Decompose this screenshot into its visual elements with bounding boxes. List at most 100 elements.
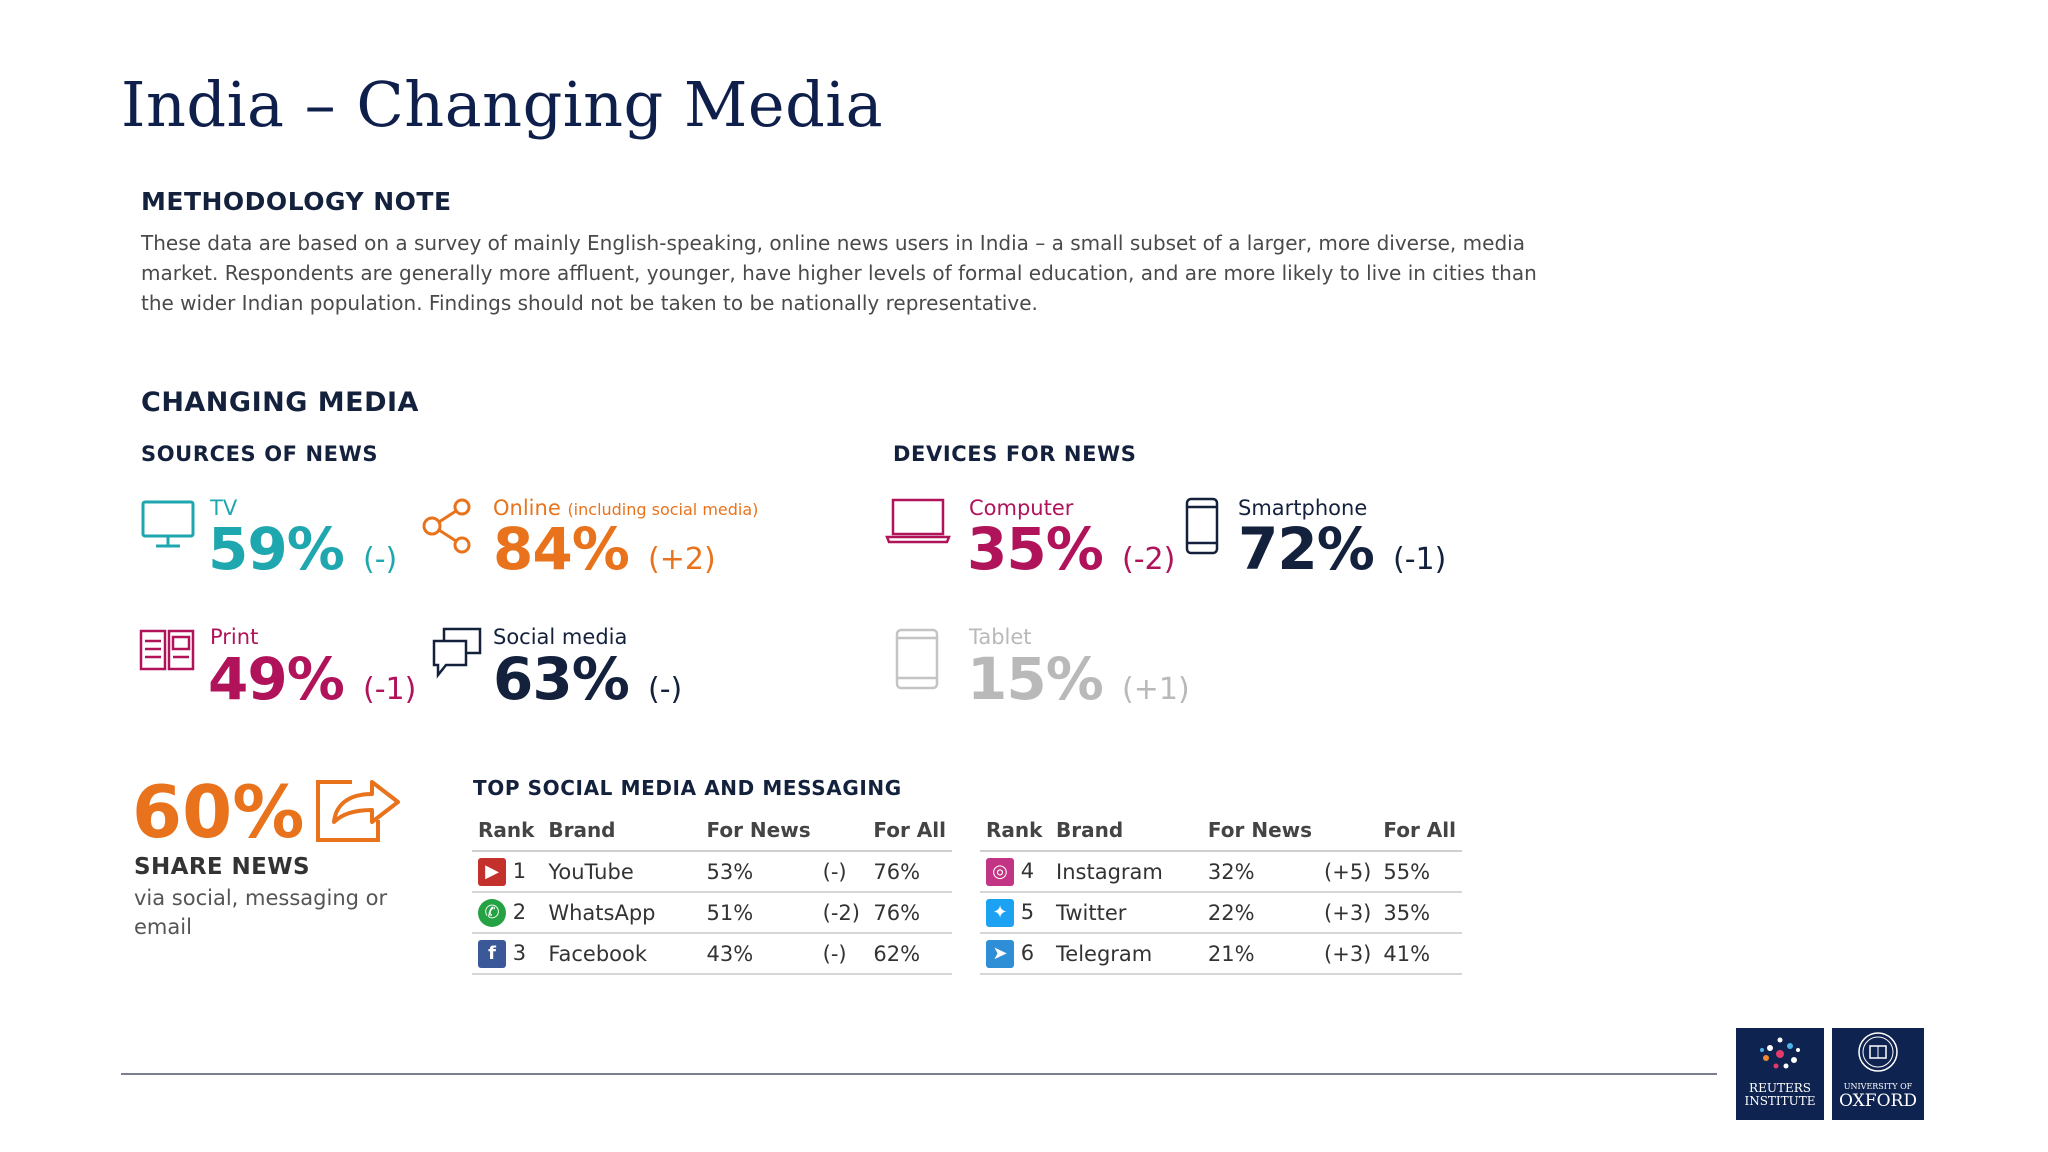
device-tablet-stat: 15% (+1) xyxy=(967,650,1190,719)
changing-media-heading: CHANGING MEDIA xyxy=(141,387,419,418)
share-news-title: SHARE NEWS xyxy=(134,854,310,880)
table-row: f 3 Facebook 43% (-) 62% xyxy=(472,933,952,975)
top-social-table-left: Rank Brand For News For All ▶ 1 YouTube … xyxy=(472,810,952,975)
for-all-cell: 35% xyxy=(1377,892,1462,934)
change-cell: (+3) xyxy=(1318,933,1378,975)
rank-cell: ✦ 5 xyxy=(980,892,1051,934)
source-tv-value: 59% xyxy=(208,515,345,583)
device-tablet-change: (+1) xyxy=(1122,672,1190,707)
oxford-line-1: UNIVERSITY OF xyxy=(1843,1082,1913,1091)
source-social-label: Social media xyxy=(493,625,628,649)
source-online-value: 84% xyxy=(493,515,630,583)
source-print-stat: 49% (-1) xyxy=(208,650,416,719)
methodology-heading: METHODOLOGY NOTE xyxy=(141,187,452,216)
for-all-cell: 55% xyxy=(1377,851,1462,893)
col-blank xyxy=(816,810,868,852)
share-arrow-icon xyxy=(312,772,402,844)
table-row: ▶ 1 YouTube 53% (-) 76% xyxy=(472,851,952,893)
col-brand: Brand xyxy=(542,810,701,852)
device-computer-value: 35% xyxy=(967,515,1104,583)
for-news-cell: 51% xyxy=(700,892,817,934)
top-social-heading: TOP SOCIAL MEDIA AND MESSAGING xyxy=(473,776,902,800)
source-social-value: 63% xyxy=(493,645,630,713)
facebook-icon: f xyxy=(478,939,506,968)
source-online-note: (including social media) xyxy=(567,500,759,519)
table-row: ✆ 2 WhatsApp 51% (-2) 76% xyxy=(472,892,952,934)
for-news-cell: 21% xyxy=(1201,933,1319,975)
brand-cell: Facebook xyxy=(542,933,701,975)
col-for-all: For All xyxy=(1377,810,1462,852)
smartphone-icon xyxy=(1184,497,1220,555)
col-for-news: For News xyxy=(700,810,817,852)
share-news-subtitle: via social, messaging or email xyxy=(134,886,388,939)
col-rank: Rank xyxy=(980,810,1051,852)
col-for-news: For News xyxy=(1201,810,1319,852)
source-tv-stat: 59% (-) xyxy=(208,520,397,589)
twitter-icon: ✦ xyxy=(986,898,1014,927)
for-all-cell: 76% xyxy=(867,892,952,934)
brand-cell: Telegram xyxy=(1050,933,1202,975)
reuters-line-1: REUTERS xyxy=(1749,1081,1811,1095)
change-cell: (+3) xyxy=(1318,892,1378,934)
table-row: ◎ 4 Instagram 32% (+5) 55% xyxy=(980,851,1462,893)
col-rank: Rank xyxy=(472,810,543,852)
youtube-icon: ▶ xyxy=(478,857,506,886)
oxford-crest-icon xyxy=(1858,1032,1898,1072)
reuters-dots-icon xyxy=(1760,1037,1800,1069)
brand-cell: Instagram xyxy=(1050,851,1202,893)
rank-cell: ✆ 2 xyxy=(472,892,543,934)
brand-cell: WhatsApp xyxy=(542,892,701,934)
table-row: ✦ 5 Twitter 22% (+3) 35% xyxy=(980,892,1462,934)
source-print-value: 49% xyxy=(208,645,345,713)
page-title: India – Changing Media xyxy=(121,68,884,141)
source-print-change: (-1) xyxy=(363,672,417,707)
laptop-icon xyxy=(885,497,951,545)
for-news-cell: 22% xyxy=(1201,892,1319,934)
source-online-label: Online xyxy=(493,496,561,520)
for-all-cell: 76% xyxy=(867,851,952,893)
for-news-cell: 32% xyxy=(1201,851,1319,893)
methodology-text: These data are based on a survey of main… xyxy=(141,231,1537,315)
col-for-all: For All xyxy=(867,810,952,852)
sources-heading: SOURCES OF NEWS xyxy=(141,442,379,466)
source-tv-label: TV xyxy=(210,496,238,520)
devices-heading: DEVICES FOR NEWS xyxy=(893,442,1137,466)
whatsapp-icon: ✆ xyxy=(478,898,506,927)
source-online-stat: 84% (+2) xyxy=(493,520,716,589)
footer-divider xyxy=(121,1073,1717,1075)
source-online-label-row: Online (including social media) xyxy=(493,496,758,520)
device-computer-stat: 35% (-2) xyxy=(967,520,1175,589)
for-news-cell: 53% xyxy=(700,851,817,893)
rank-cell: ➤ 6 xyxy=(980,933,1051,975)
share-news-value: 60% xyxy=(132,770,305,854)
device-smartphone-value: 72% xyxy=(1238,515,1375,583)
col-brand: Brand xyxy=(1050,810,1202,852)
top-social-table-right: Rank Brand For News For All ◎ 4 Instagra… xyxy=(980,810,1462,975)
source-tv-change: (-) xyxy=(363,542,398,577)
oxford-university-logo: UNIVERSITY OF OXFORD xyxy=(1832,1028,1924,1120)
for-all-cell: 41% xyxy=(1377,933,1462,975)
rank-cell: f 3 xyxy=(472,933,543,975)
for-news-cell: 43% xyxy=(700,933,817,975)
brand-cell: YouTube xyxy=(542,851,701,893)
source-social-change: (-) xyxy=(648,672,683,707)
reuters-line-2: INSTITUTE xyxy=(1744,1094,1816,1108)
rank-cell: ◎ 4 xyxy=(980,851,1051,893)
reuters-institute-logo: REUTERS INSTITUTE xyxy=(1736,1028,1824,1120)
newspaper-icon xyxy=(139,629,195,673)
device-tablet-value: 15% xyxy=(967,645,1104,713)
instagram-icon: ◎ xyxy=(986,857,1014,886)
source-print-label: Print xyxy=(210,625,259,649)
oxford-line-2: OXFORD xyxy=(1839,1091,1917,1111)
device-computer-label: Computer xyxy=(969,496,1074,520)
device-smartphone-change: (-1) xyxy=(1393,542,1447,577)
source-online-change: (+2) xyxy=(648,542,716,577)
device-tablet-label: Tablet xyxy=(969,625,1032,649)
change-cell: (-) xyxy=(816,933,868,975)
col-blank xyxy=(1318,810,1378,852)
device-smartphone-label: Smartphone xyxy=(1238,496,1368,520)
change-cell: (-2) xyxy=(816,892,868,934)
change-cell: (-) xyxy=(816,851,868,893)
tv-icon xyxy=(140,497,196,553)
chat-bubbles-icon xyxy=(430,627,484,681)
